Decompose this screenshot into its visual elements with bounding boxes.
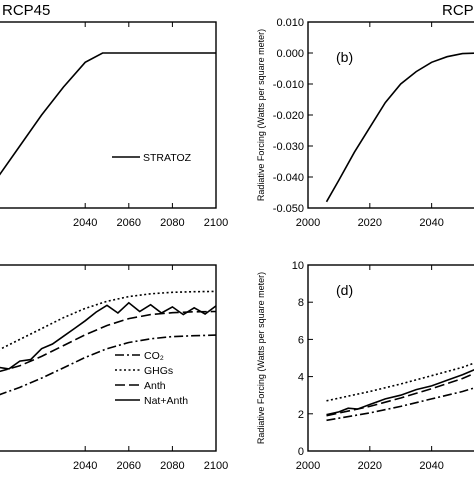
panel-b-y-tick-label: -0.030: [273, 141, 304, 153]
panel-c-series-line: [0, 312, 216, 372]
legend-label-anth: Anth: [144, 380, 166, 392]
panel-c-series-line: [0, 335, 216, 395]
panel-d-series-line: [327, 387, 474, 421]
panel-d-frame: [308, 265, 474, 451]
panel-d-y-axis-label: Radiative Forcing (Watts per square mete…: [256, 272, 266, 444]
panel-a-x-tick-label: 2040: [73, 217, 97, 229]
panel-d-y-tick-label: 10: [292, 260, 304, 272]
panel-b-y-axis-label: Radiative Forcing (Watts per square mete…: [256, 29, 266, 201]
panel-d-y-tick-label: 0: [298, 446, 304, 458]
panel-b-y-tick-label: 0.000: [276, 48, 304, 60]
scenario-title-right: RCP: [442, 2, 474, 19]
panel-d-y-tick-label: 8: [298, 297, 304, 309]
panel-b-x-tick-label: 2040: [419, 217, 443, 229]
panel-b-y-tick-label: -0.020: [273, 110, 304, 122]
panel-b-y-tick-label: -0.040: [273, 172, 304, 184]
legend-label-stratoz: STRATOZ: [143, 152, 192, 164]
panel-b-x-tick-label: 2020: [358, 217, 382, 229]
panel-d-series-line: [327, 368, 474, 415]
panel-c-x-tick-label: 2060: [117, 460, 141, 472]
legend-label-nat-anth: Nat+Anth: [144, 395, 188, 407]
panel-a-frame: [0, 22, 216, 208]
legend-panel-a: STRATOZ: [112, 152, 192, 164]
panel-b-label: (b): [336, 49, 353, 65]
panel-d-y-tick-label: 6: [298, 334, 304, 346]
panel-b-y-tick-label: -0.050: [273, 203, 304, 215]
panel-d-x-tick-label: 2000: [296, 460, 320, 472]
panel-b-y-tick-label: 0.010: [276, 17, 304, 29]
legend-label-ghgs: GHGs: [144, 365, 173, 377]
panel-a-x-tick-label: 2060: [117, 217, 141, 229]
panel-b-series-line: [327, 53, 474, 202]
panel-d-x-tick-label: 2020: [358, 460, 382, 472]
legend-panel-c: CO₂ GHGs Anth Nat+Anth: [115, 350, 188, 407]
panel-b-y-tick-label: -0.010: [273, 79, 304, 91]
scenario-title-left: RCP45: [2, 2, 50, 19]
panel-b-x-tick-label: 2000: [296, 217, 320, 229]
panel-a-x-tick-label: 2080: [160, 217, 184, 229]
legend-label-co2: CO₂: [144, 350, 164, 362]
panel-d-x-tick-label: 2040: [419, 460, 443, 472]
panel-c-x-tick-label: 2040: [73, 460, 97, 472]
panel-d-label: (d): [336, 282, 353, 298]
panel-d-y-tick-label: 4: [298, 372, 304, 384]
panel-a-x-tick-label: 2100: [204, 217, 228, 229]
panel-b-frame: [308, 22, 474, 208]
panel-c-x-tick-label: 2100: [204, 460, 228, 472]
panel-d-y-tick-label: 2: [298, 409, 304, 421]
panel-c-series-line: [0, 291, 216, 350]
panel-c-x-tick-label: 2080: [160, 460, 184, 472]
